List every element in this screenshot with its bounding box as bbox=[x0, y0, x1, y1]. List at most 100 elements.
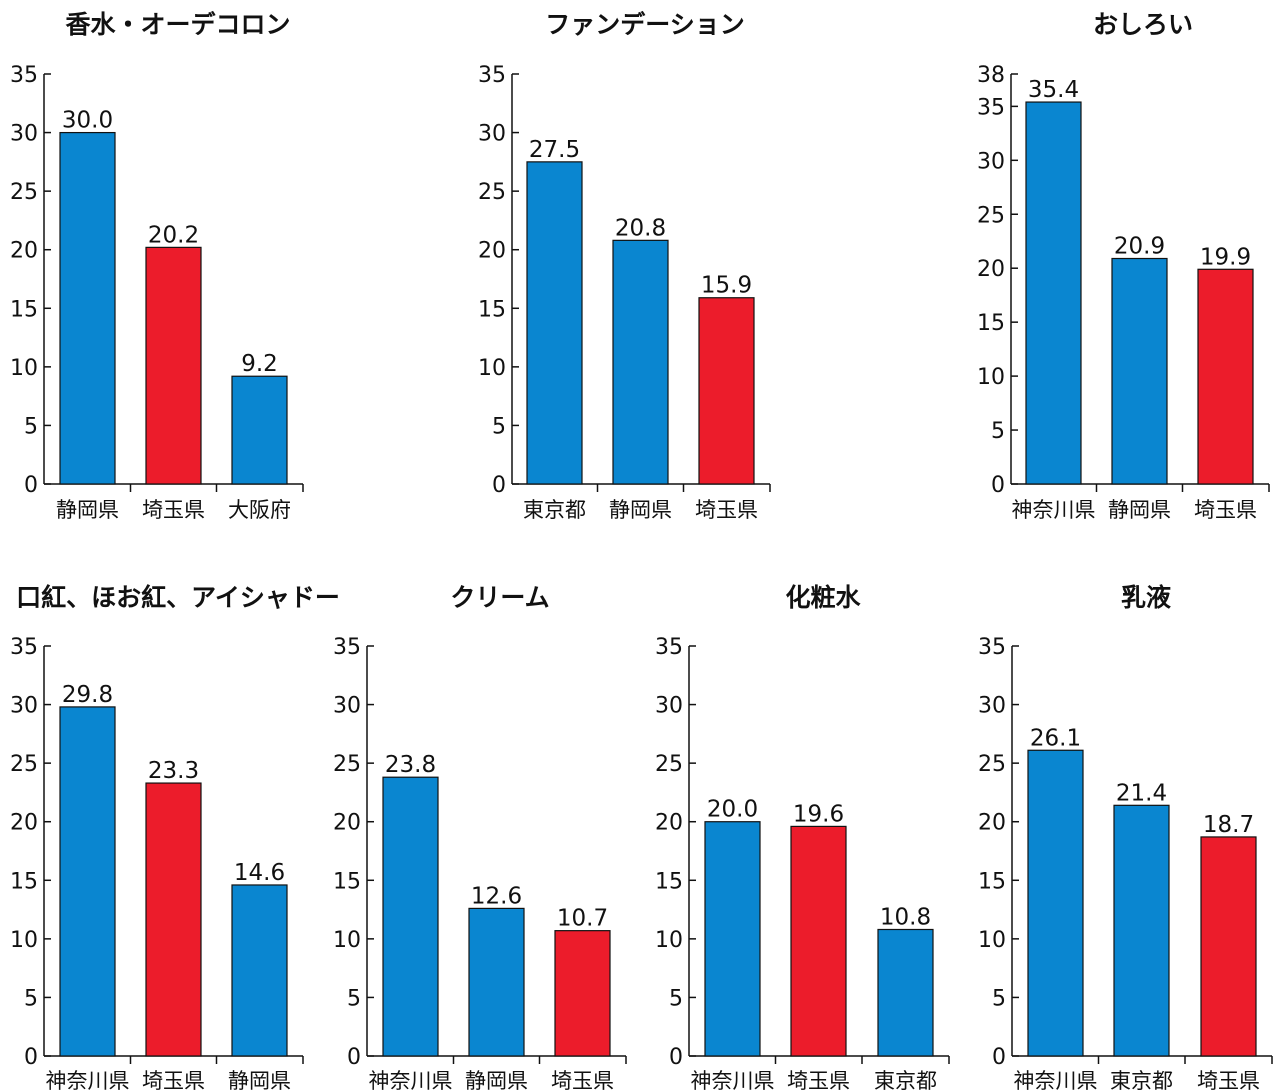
bar bbox=[382, 776, 439, 1057]
x-category-label: 神奈川県 bbox=[46, 1069, 130, 1092]
y-tick-label: 25 bbox=[978, 752, 1006, 777]
y-tick-label: 35 bbox=[977, 95, 1005, 120]
bar bbox=[145, 246, 202, 485]
y-tick-label: 15 bbox=[333, 869, 361, 894]
bar bbox=[1025, 101, 1082, 485]
y-tick-label: 10 bbox=[478, 356, 506, 381]
y-tick-label: 30 bbox=[333, 694, 361, 719]
y-tick-label: 25 bbox=[333, 752, 361, 777]
x-category-label: 静岡県 bbox=[609, 498, 672, 522]
y-tick-label: 35 bbox=[478, 63, 506, 88]
x-category-label: 神奈川県 bbox=[369, 1069, 453, 1092]
chart-panel: 口紅、ほお紅、アイシャドー 0 5 10 15 20 25 30 35 29.8 神奈川県 23.3 埼… bbox=[10, 583, 340, 1092]
bar-value-label: 19.6 bbox=[793, 801, 844, 827]
y-tick-label: 5 bbox=[492, 414, 506, 439]
y-tick-label: 20 bbox=[478, 239, 506, 264]
y-tick-label: 25 bbox=[478, 180, 506, 205]
y-tick-label: 0 bbox=[347, 1045, 361, 1070]
y-tick-label: 15 bbox=[978, 869, 1006, 894]
y-tick-label: 20 bbox=[977, 257, 1005, 282]
y-tick-label: 10 bbox=[655, 928, 683, 953]
y-tick-label: 20 bbox=[10, 811, 38, 836]
bar-value-label: 20.2 bbox=[148, 222, 199, 248]
bar bbox=[59, 706, 116, 1057]
y-tick-label: 0 bbox=[24, 473, 38, 498]
x-category-label: 静岡県 bbox=[56, 498, 119, 522]
x-category-label: 埼玉県 bbox=[142, 498, 205, 522]
y-tick-label: 25 bbox=[10, 180, 38, 205]
chart-panel: 乳液 0 5 10 15 20 25 30 35 26.1 神奈川県 21.4 東京都 18.7 埼玉県 bbox=[978, 583, 1273, 1092]
x-category-label: 埼玉県 bbox=[695, 498, 758, 522]
y-tick-label: 5 bbox=[669, 986, 683, 1011]
y-tick-label: 0 bbox=[669, 1045, 683, 1070]
bar-value-label: 20.8 bbox=[615, 215, 666, 241]
y-tick-label: 20 bbox=[10, 239, 38, 264]
y-tick-label: 5 bbox=[992, 986, 1006, 1011]
x-category-label: 静岡県 bbox=[465, 1069, 528, 1092]
bar-value-label: 9.2 bbox=[241, 351, 278, 377]
bar-value-label: 15.9 bbox=[701, 273, 752, 299]
bar bbox=[1113, 804, 1170, 1057]
x-category-label: 静岡県 bbox=[228, 1069, 291, 1092]
y-tick-label: 0 bbox=[492, 473, 506, 498]
chart-title: おしろい bbox=[1093, 10, 1193, 39]
y-tick-label: 5 bbox=[24, 986, 38, 1011]
x-category-label: 静岡県 bbox=[1108, 498, 1171, 522]
bar-value-label: 10.8 bbox=[880, 904, 931, 930]
x-category-label: 埼玉県 bbox=[142, 1069, 205, 1092]
x-category-label: 東京都 bbox=[1110, 1069, 1173, 1092]
y-tick-label: 30 bbox=[10, 694, 38, 719]
bar-value-label: 29.8 bbox=[62, 682, 113, 708]
chart-panel: クリーム 0 5 10 15 20 25 30 35 23.8 神奈川県 12.6 静岡県 10.7 埼玉県 bbox=[333, 583, 627, 1092]
bar-value-label: 23.3 bbox=[148, 758, 199, 784]
bar bbox=[1197, 268, 1254, 485]
chart-panel: 化粧水 0 5 10 15 20 25 30 35 20.0 神奈川県 19.6 埼玉県 10.8 東京都 bbox=[655, 583, 950, 1092]
bar bbox=[231, 375, 288, 485]
y-tick-label: 30 bbox=[977, 149, 1005, 174]
bar-value-label: 19.9 bbox=[1200, 244, 1251, 270]
y-tick-label: 38 bbox=[977, 63, 1005, 88]
y-tick-label: 0 bbox=[24, 1045, 38, 1070]
x-category-label: 埼玉県 bbox=[1197, 1069, 1260, 1092]
bar bbox=[877, 928, 934, 1057]
chart-title: ファンデーション bbox=[545, 10, 745, 39]
y-tick-label: 15 bbox=[655, 869, 683, 894]
bar bbox=[612, 239, 669, 485]
y-tick-label: 15 bbox=[478, 297, 506, 322]
x-category-label: 東京都 bbox=[523, 498, 586, 522]
bar bbox=[554, 930, 611, 1057]
x-category-label: 埼玉県 bbox=[1194, 498, 1257, 522]
y-tick-label: 5 bbox=[991, 419, 1005, 444]
bar-value-label: 30.0 bbox=[62, 108, 113, 134]
x-category-label: 神奈川県 bbox=[1012, 498, 1096, 522]
y-tick-label: 20 bbox=[978, 811, 1006, 836]
bar-value-label: 23.8 bbox=[385, 752, 436, 778]
bar-value-label: 10.7 bbox=[557, 906, 608, 932]
x-category-label: 埼玉県 bbox=[787, 1069, 850, 1092]
y-tick-label: 30 bbox=[655, 694, 683, 719]
y-tick-label: 30 bbox=[478, 122, 506, 147]
x-category-label: 大阪府 bbox=[228, 498, 291, 522]
y-tick-label: 20 bbox=[655, 811, 683, 836]
bar-value-label: 14.6 bbox=[234, 860, 285, 886]
bar bbox=[526, 161, 583, 485]
y-tick-label: 20 bbox=[333, 811, 361, 836]
y-tick-label: 35 bbox=[333, 635, 361, 660]
y-tick-label: 25 bbox=[10, 752, 38, 777]
chart-panel: 香水・オーデコロン 0 5 10 15 20 25 30 35 30.0 静岡県 20.2 埼玉県 9.2… bbox=[10, 10, 304, 522]
bar-value-label: 20.0 bbox=[707, 797, 758, 823]
x-category-label: 埼玉県 bbox=[551, 1069, 614, 1092]
bar bbox=[704, 821, 761, 1057]
chart-title: 化粧水 bbox=[785, 583, 861, 612]
y-tick-label: 25 bbox=[977, 203, 1005, 228]
y-tick-label: 10 bbox=[977, 365, 1005, 390]
bar bbox=[1200, 836, 1257, 1057]
x-category-label: 東京都 bbox=[874, 1069, 937, 1092]
y-tick-label: 10 bbox=[10, 928, 38, 953]
bar bbox=[1111, 257, 1168, 485]
y-tick-label: 5 bbox=[24, 414, 38, 439]
y-tick-label: 15 bbox=[977, 311, 1005, 336]
bar bbox=[1027, 749, 1084, 1057]
y-tick-label: 10 bbox=[10, 356, 38, 381]
